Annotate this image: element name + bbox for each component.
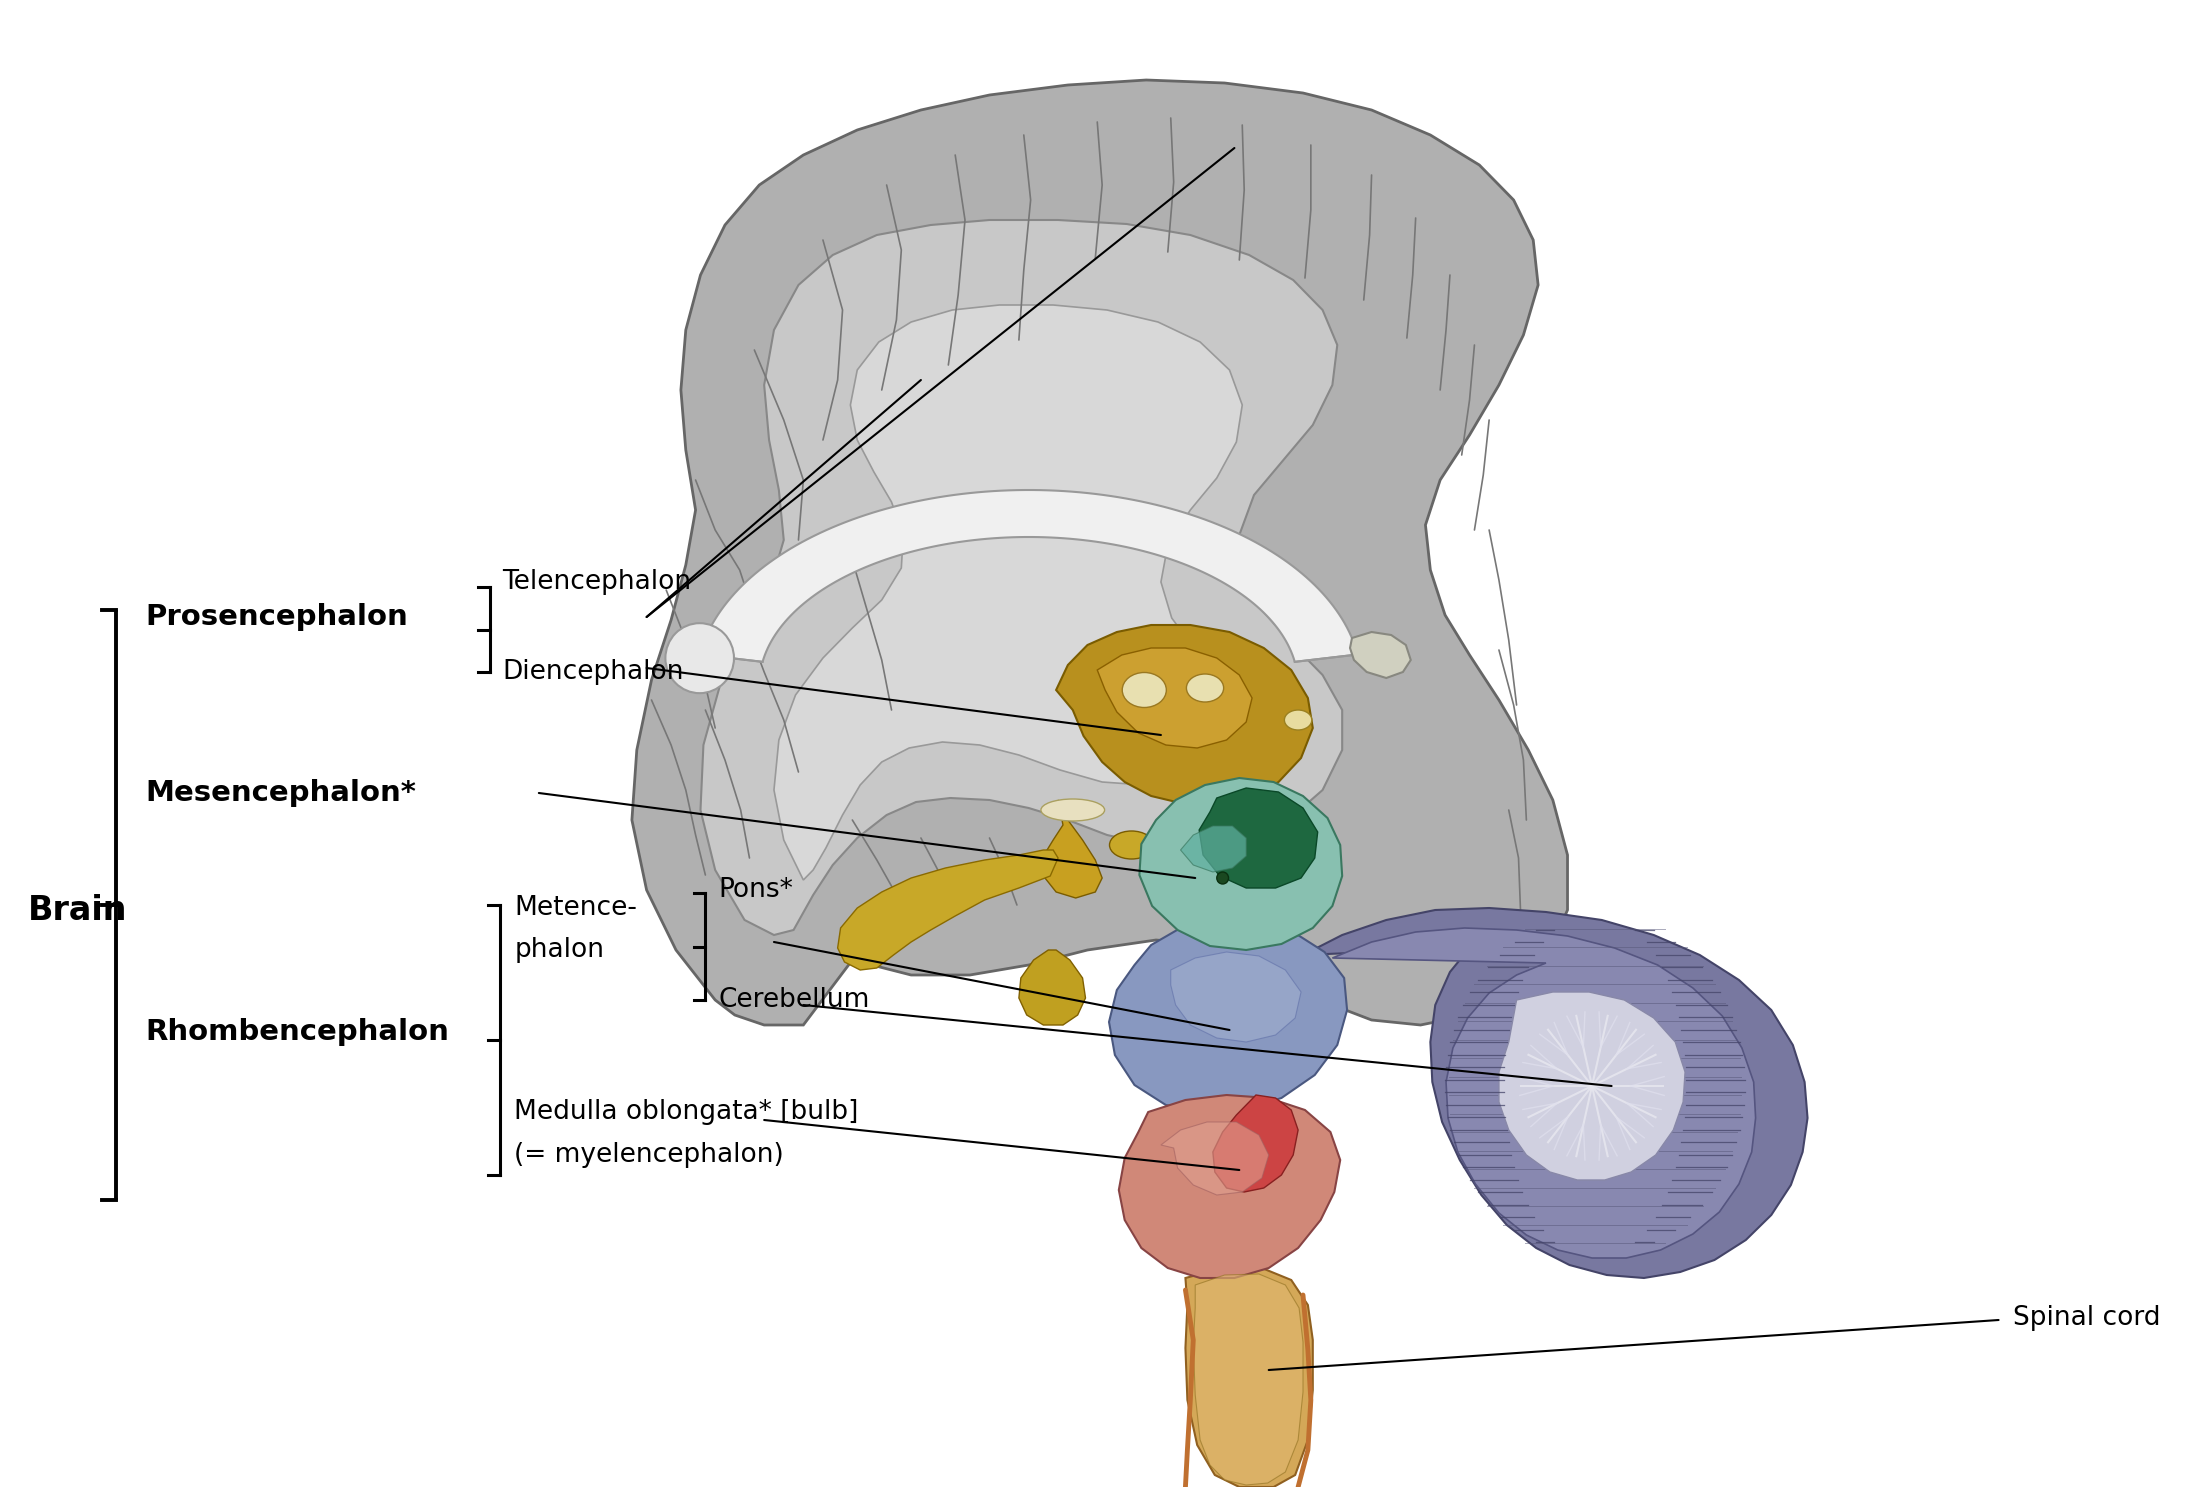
Ellipse shape (1122, 672, 1166, 708)
Text: Cerebellum: Cerebellum (718, 987, 869, 1013)
Text: Prosencephalon: Prosencephalon (144, 604, 407, 630)
Polygon shape (700, 220, 1341, 935)
Text: (= myelencephalon): (= myelencephalon) (514, 1142, 783, 1167)
Polygon shape (1199, 788, 1317, 888)
Text: Diencephalon: Diencephalon (503, 659, 685, 686)
Polygon shape (1499, 992, 1685, 1181)
Text: phalon: phalon (514, 937, 604, 964)
Ellipse shape (1186, 674, 1223, 702)
Polygon shape (1171, 952, 1302, 1042)
Polygon shape (632, 80, 1567, 1025)
Text: Mesencephalon*: Mesencephalon* (144, 779, 416, 807)
Polygon shape (1096, 648, 1252, 748)
Circle shape (665, 623, 733, 693)
Circle shape (1217, 871, 1227, 883)
Polygon shape (1057, 625, 1313, 804)
Polygon shape (1350, 632, 1411, 678)
Polygon shape (775, 305, 1243, 880)
Polygon shape (1044, 800, 1103, 898)
Text: Pons*: Pons* (718, 877, 792, 903)
Polygon shape (1182, 825, 1247, 871)
Text: Spinal cord: Spinal cord (2013, 1306, 2162, 1331)
Polygon shape (1118, 1094, 1341, 1277)
Text: Telencephalon: Telencephalon (503, 570, 691, 595)
Polygon shape (838, 851, 1059, 970)
Text: Brain: Brain (28, 894, 127, 926)
Text: Rhombencephalon: Rhombencephalon (144, 1019, 449, 1045)
Polygon shape (1186, 1268, 1313, 1487)
Polygon shape (1192, 1274, 1304, 1486)
Text: Medulla oblongata* [bulb]: Medulla oblongata* [bulb] (514, 1099, 858, 1126)
Polygon shape (1332, 928, 1755, 1258)
Ellipse shape (1109, 831, 1153, 859)
Ellipse shape (1041, 799, 1105, 821)
Polygon shape (1212, 1094, 1297, 1193)
Text: Metence-: Metence- (514, 895, 637, 920)
Polygon shape (1140, 778, 1341, 950)
Polygon shape (700, 491, 1359, 662)
Polygon shape (1162, 1123, 1269, 1196)
Ellipse shape (1157, 833, 1197, 858)
Polygon shape (1109, 920, 1348, 1112)
Polygon shape (1304, 909, 1807, 1277)
Ellipse shape (1284, 709, 1313, 730)
Polygon shape (1020, 950, 1085, 1025)
